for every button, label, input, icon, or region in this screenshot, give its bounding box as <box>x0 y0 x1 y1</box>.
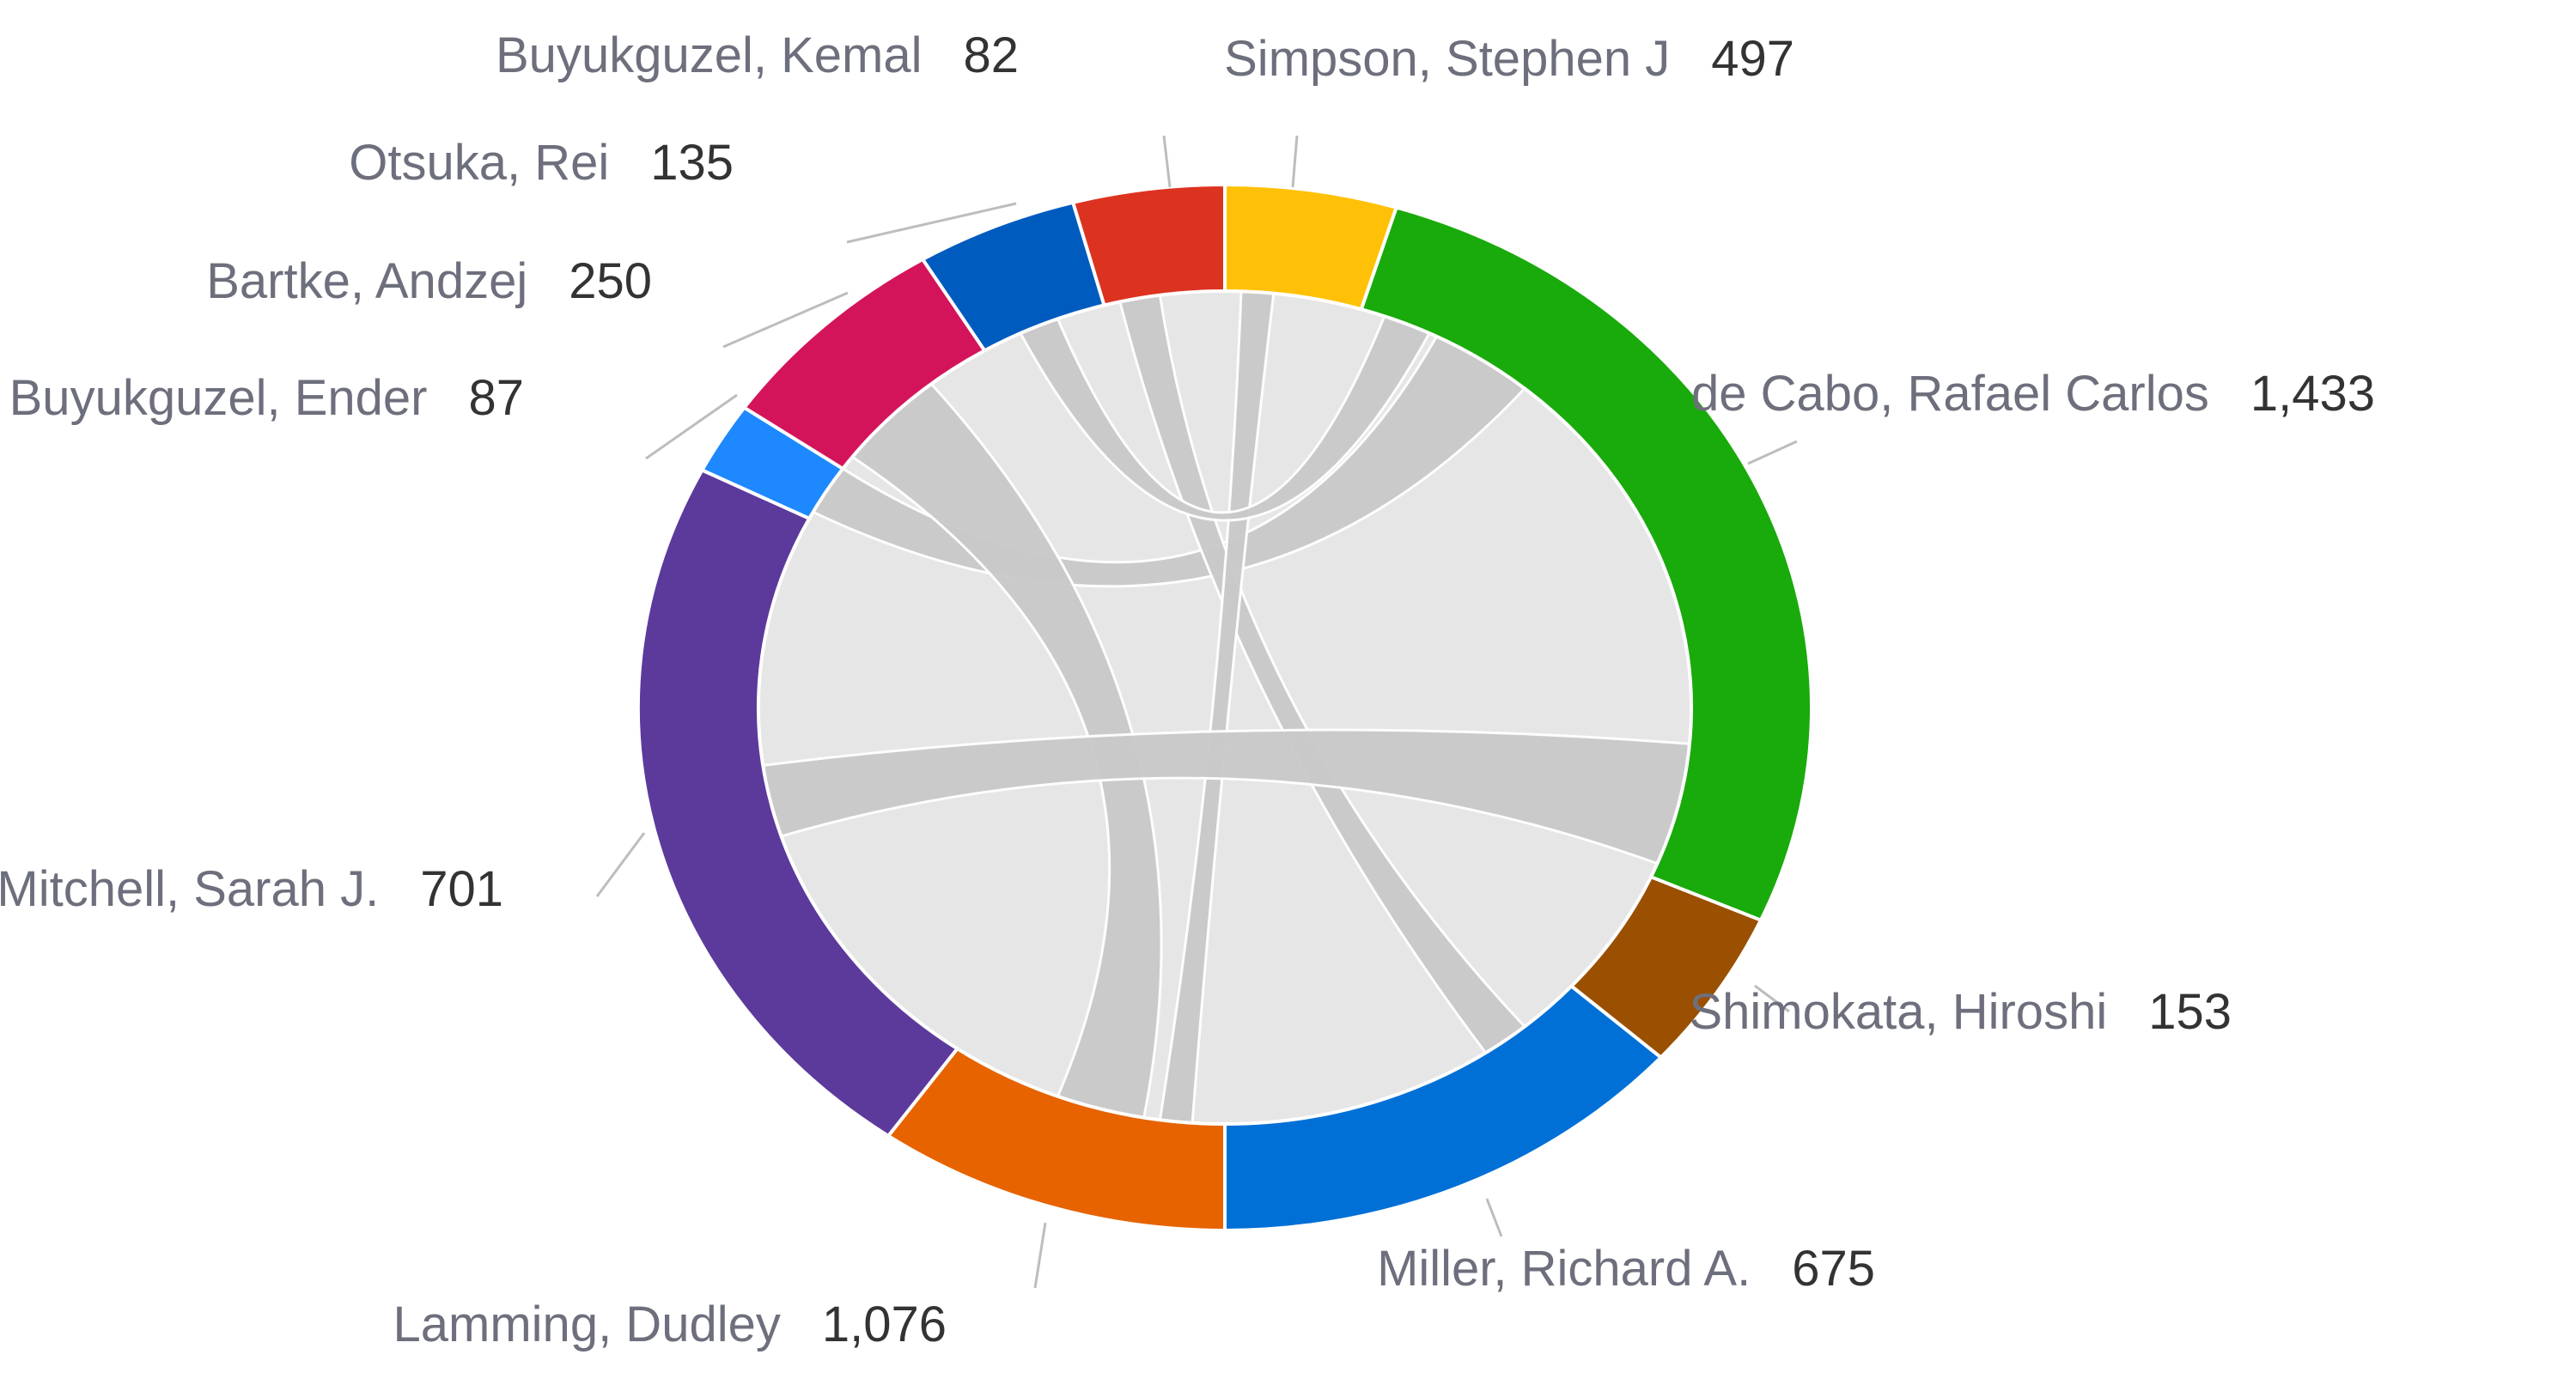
label-name: Bartke, Andzej <box>206 253 527 309</box>
label-shimokata-hiroshi: Shimokata, Hiroshi 153 <box>1689 984 2232 1040</box>
leader-line-de-cabo-rafael-carlos <box>1747 440 1798 465</box>
label-value: 250 <box>569 253 652 309</box>
label-name: de Cabo, Rafael Carlos <box>1691 366 2209 422</box>
label-value: 153 <box>2148 984 2232 1040</box>
leader-line-shimokata-hiroshi <box>1754 984 1790 1013</box>
ribbon-de-cabo-rafael-carlosto-mitchell-sarah-j[interactable] <box>761 728 1691 866</box>
label-name: Miller, Richard A. <box>1377 1241 1751 1297</box>
label-lamming-dudley: Lamming, Dudley 1,076 <box>393 1297 947 1352</box>
label-value: 1,433 <box>2250 366 2375 422</box>
label-de-cabo-rafael-carlos: de Cabo, Rafael Carlos 1,433 <box>1691 366 2375 422</box>
label-buyukguzel-ender: Buyukguzel, Ender 87 <box>9 370 524 426</box>
label-value: 675 <box>1792 1241 1875 1297</box>
label-name: Otsuka, Rei <box>349 135 609 191</box>
segment-de-cabo-rafael-carlos[interactable] <box>1359 205 1814 923</box>
label-bartke-andzej: Bartke, Andzej 250 <box>206 253 652 309</box>
label-buyukguzel-kemal: Buyukguzel, Kemal 82 <box>496 27 1019 83</box>
label-value: 87 <box>468 370 524 426</box>
ring-segments <box>636 182 1814 1233</box>
label-simpson-stephen-j: Simpson, Stephen J 497 <box>1224 31 1794 87</box>
leader-line-mitchell-sarah-j <box>595 832 646 897</box>
label-value: 701 <box>420 861 503 917</box>
leader-line-miller-richard-a <box>1485 1198 1503 1237</box>
label-name: Simpson, Stephen J <box>1224 31 1670 87</box>
label-name: Buyukguzel, Ender <box>9 370 428 426</box>
segment-buyukguzel-kemal[interactable] <box>1070 182 1227 307</box>
leader-line-lamming-dudley <box>1033 1222 1047 1289</box>
label-otsuka-rei: Otsuka, Rei 135 <box>349 135 734 191</box>
label-miller-richard-a: Miller, Richard A. 675 <box>1377 1241 1875 1297</box>
leader-line-bartke-andzej <box>722 291 849 349</box>
label-name: Lamming, Dudley <box>393 1297 781 1352</box>
label-mitchell-sarah-j: Mitchell, Sarah J. 701 <box>0 861 503 917</box>
label-value: 135 <box>650 135 734 191</box>
segment-labels: Simpson, Stephen J 497 de Cabo, Rafael Car… <box>0 27 2375 1352</box>
label-name: Buyukguzel, Kemal <box>496 27 922 83</box>
leader-line-buyukguzel-kemal <box>1162 135 1172 188</box>
leader-line-buyukguzel-ender <box>645 393 738 460</box>
label-value: 497 <box>1711 31 1794 87</box>
label-value: 82 <box>963 27 1019 83</box>
leader-line-simpson-stephen-j <box>1291 135 1299 188</box>
label-name: Shimokata, Hiroshi <box>1689 984 2107 1040</box>
label-name: Mitchell, Sarah J. <box>0 861 379 917</box>
leader-line-otsuka-rei <box>846 202 1017 244</box>
label-value: 1,076 <box>822 1297 947 1352</box>
